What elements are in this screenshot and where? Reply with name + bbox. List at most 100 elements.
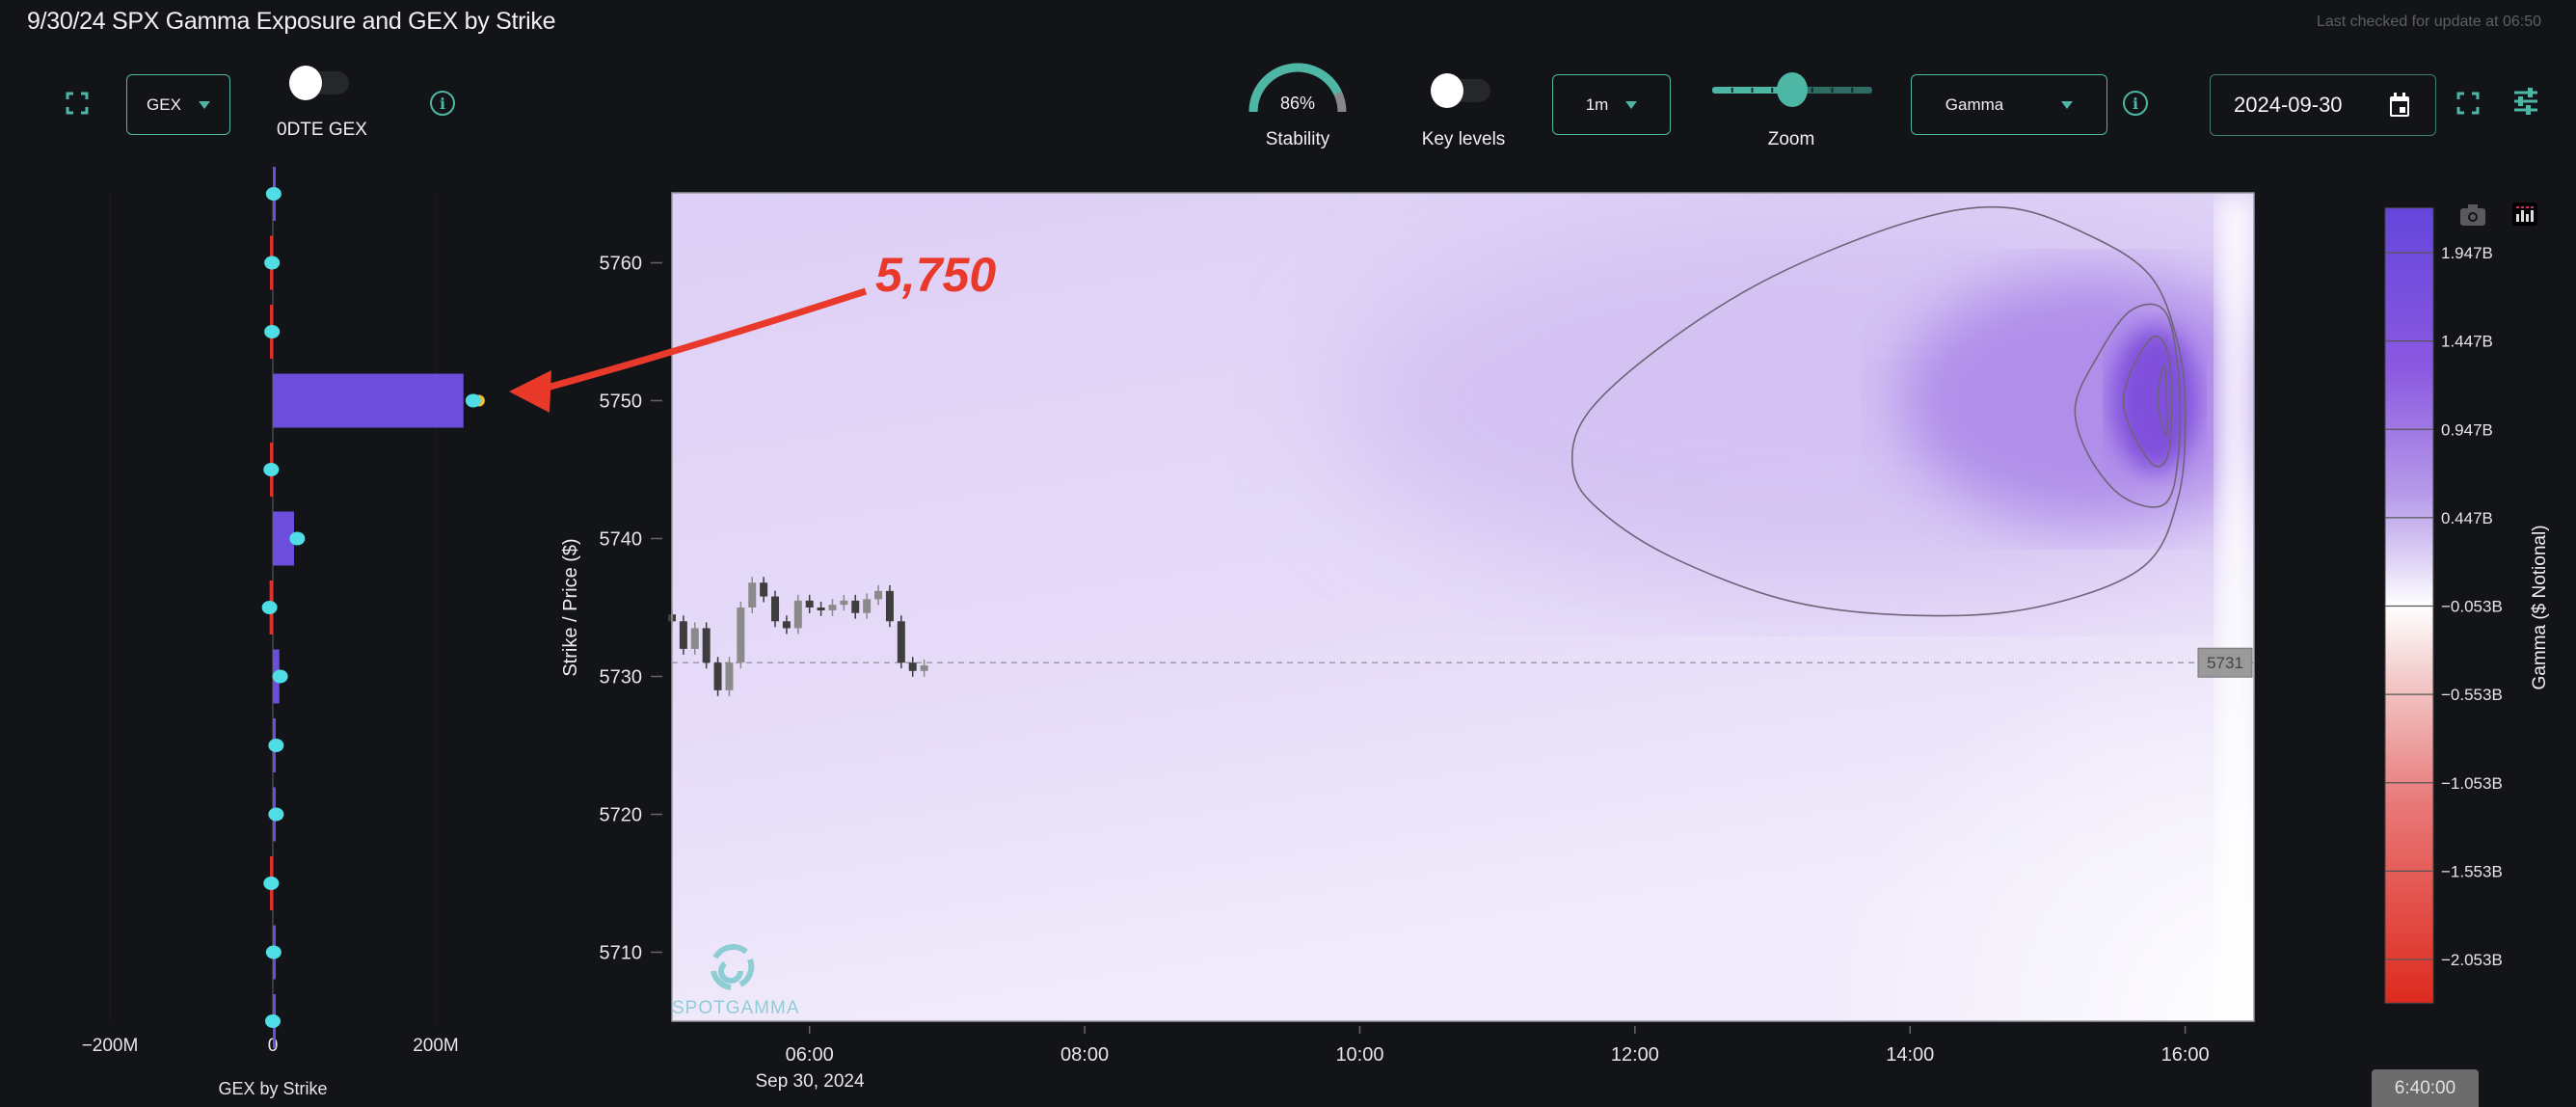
gauge-fill [1248,63,1342,113]
x-tick-label: 12:00 [1611,1044,1659,1066]
calendar-icon[interactable] [2389,93,2410,118]
gex-bar [273,511,294,566]
gex-marker [263,463,280,476]
plot-border [671,192,2255,1022]
colorbar-tick-label: −2.053B [2441,951,2503,969]
slider-tick [1831,88,1834,93]
gex-bar [273,373,464,428]
slider-tick [1731,88,1733,93]
gex-select[interactable]: GEX [126,74,230,135]
bar-chart-icon[interactable] [2512,202,2537,226]
gamma-contour [2157,364,2168,437]
x-tick-label: 16:00 [2161,1044,2210,1066]
gamma-contour [2122,336,2173,468]
gex-marker [264,325,281,338]
x-tick-label: 200M [413,1036,459,1056]
stability-label: Stability [1265,129,1330,149]
x-tick-label: 06:00 [786,1044,834,1066]
y-tick-label: 5750 [600,392,643,413]
candle [702,628,711,663]
gex-marker [268,807,284,822]
stability-value: 86% [1279,94,1316,113]
stability-gauge [1248,63,1347,113]
expand-icon[interactable] [2456,92,2480,115]
info-icon[interactable]: i [430,91,455,116]
colorbar-tick-label: 0.947B [2441,420,2493,439]
gex-marker [265,1014,281,1028]
x-axis-label: GEX by Strike [218,1079,327,1098]
candle [760,582,768,597]
candle [690,628,699,649]
x-tick-label: −200M [82,1036,139,1056]
watermark-text: SPOTGAMMA [672,998,800,1018]
y-tick-label: 5730 [600,667,643,688]
candle [805,600,814,608]
interval-select-value: 1m [1585,94,1609,114]
sliders-icon[interactable] [2512,87,2539,116]
y-tick-label: 5710 [600,943,643,964]
date-value: 2024-09-30 [2234,93,2343,117]
toggle-knob [1431,73,1463,108]
expand-icon[interactable] [66,92,89,115]
candle [817,608,825,610]
gex-by-strike-chart: −200M0200MGEX by Strike [82,167,485,1098]
interval-select[interactable]: 1m [1552,74,1671,135]
page-title: 9/30/24 SPX Gamma Exposure and GEX by St… [27,8,556,35]
x-tick-label: 14:00 [1886,1044,1934,1066]
slider-tick [1851,88,1854,93]
annotation-arrow: 5,750 [509,248,996,413]
colorbar-tick-label: −1.553B [2441,862,2503,880]
time-button[interactable]: 6:40:00 [2372,1069,2479,1107]
last-checked-status: Last checked for update at 06:50 [2316,14,2541,30]
colorbar-tick-label: 1.947B [2441,244,2493,262]
slider-handle[interactable] [1777,72,1808,107]
zoom-slider[interactable] [1710,71,1876,110]
colorbar-tick-label: −1.053B [2441,774,2503,793]
camera-icon[interactable] [2460,204,2485,226]
gamma-contour [2074,303,2182,508]
candle [793,600,802,629]
candle [771,596,780,622]
y-tick-label: 5740 [600,529,643,551]
candle [679,621,687,649]
gamma-contour [1570,205,2187,617]
0dte-gex-toggle[interactable] [289,66,351,100]
last-price-label: 5731 [2207,654,2243,672]
colorbar-title: Gamma ($ Notional) [2530,525,2550,689]
last-price-badge [2197,647,2253,678]
gex-marker [265,187,282,201]
heatmap-fill [672,193,2254,1021]
gex-marker [289,531,306,546]
gamma-heatmap: 5731 5710 5720 5730 5740 5750 5760 06:00 08:00 1… [560,192,2255,1092]
gex-marker [263,877,280,890]
candle [885,590,894,622]
metric-select-value: Gamma [1945,94,2004,114]
arrow-head [509,370,551,413]
date-input[interactable]: 2024-09-30 [2210,74,2436,136]
slider-tick [1811,88,1813,93]
colorbar-tick-label: 0.447B [2441,509,2493,527]
candle [874,590,883,600]
zoom-label: Zoom [1767,129,1815,149]
key-levels-label: Key levels [1421,129,1506,149]
candle [737,608,745,663]
chevron-down-icon [2061,100,2074,109]
y-tick-label: 5760 [600,254,643,275]
x-tick-label: 08:00 [1060,1044,1109,1066]
gex-marker [465,393,481,408]
y-axis-label: Strike / Price ($) [560,538,581,676]
metric-select[interactable]: Gamma [1911,74,2107,135]
slider-tick [1771,88,1774,93]
candle [840,600,848,606]
candle [851,600,860,613]
candle [897,621,905,663]
spotgamma-logo: SPOTGAMMA [672,944,800,1018]
arrow-shaft [539,287,868,393]
0dte-gex-label: 0DTE GEX [277,120,367,140]
candle [725,662,734,690]
key-levels-toggle[interactable] [1431,73,1492,108]
gex-marker [265,945,282,959]
info-icon[interactable]: i [2123,91,2148,116]
gex-marker [272,669,288,684]
